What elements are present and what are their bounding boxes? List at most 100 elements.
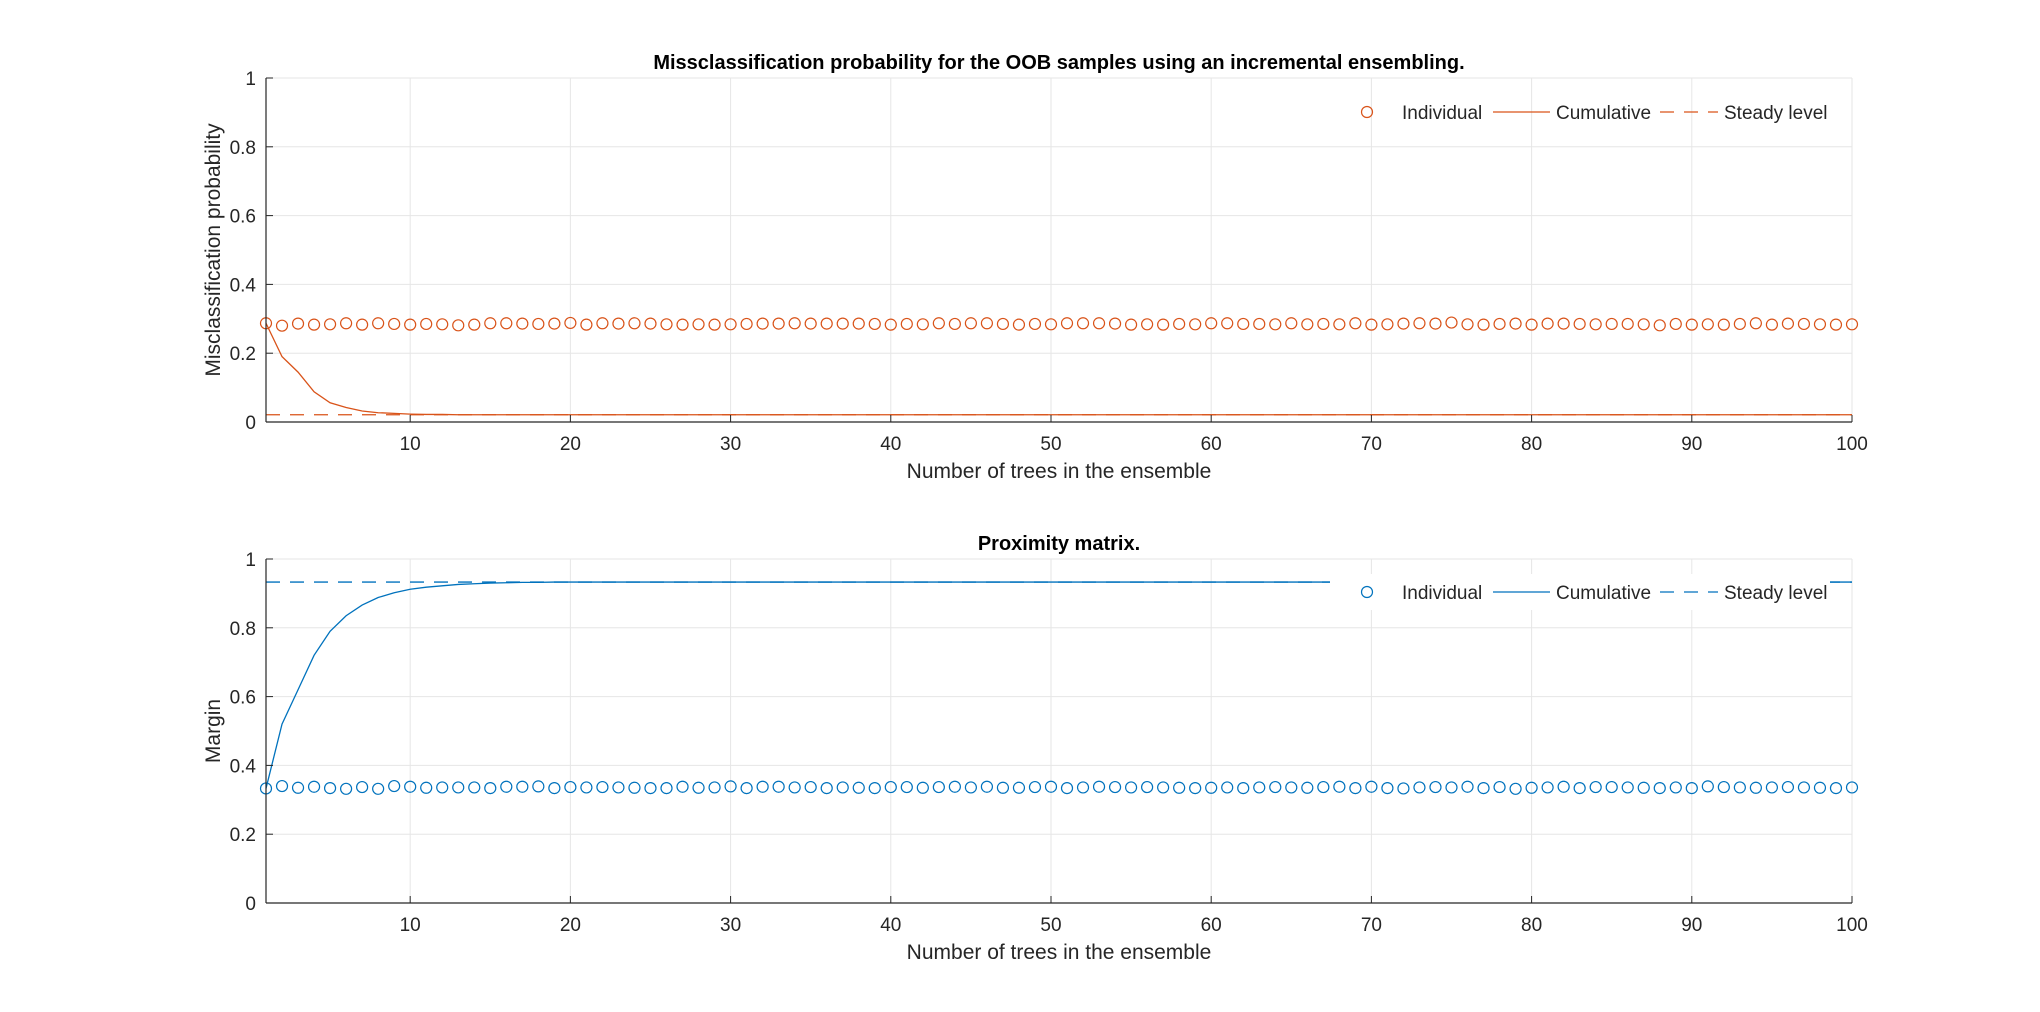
data-point — [1092, 317, 1106, 330]
data-point — [660, 318, 673, 331]
x-tick-label: 40 — [880, 915, 901, 936]
data-point — [804, 317, 817, 330]
data-point — [612, 781, 625, 794]
data-point — [1525, 781, 1538, 794]
data-point — [1653, 782, 1666, 795]
x-tick-label: 40 — [880, 434, 901, 455]
data-point — [1205, 317, 1218, 330]
data-point — [307, 318, 321, 331]
legend-label-steady-level: Steady level — [1724, 583, 1828, 604]
data-point — [1717, 780, 1730, 794]
data-point — [484, 317, 497, 330]
data-point — [1365, 780, 1378, 793]
x-axis-label: Number of trees in the ensemble — [907, 460, 1212, 483]
data-point — [660, 782, 673, 795]
data-point — [1685, 318, 1698, 331]
data-point — [548, 317, 561, 330]
data-point — [1381, 318, 1394, 331]
x-tick-label: 10 — [400, 915, 421, 936]
data-point — [1189, 318, 1202, 331]
data-point — [1429, 317, 1442, 330]
data-point — [612, 317, 625, 330]
data-point — [1012, 318, 1026, 331]
x-tick-label: 100 — [1836, 434, 1868, 455]
data-point — [596, 780, 609, 794]
data-point — [532, 780, 545, 793]
data-point — [1749, 781, 1762, 794]
data-point — [1108, 317, 1122, 330]
data-point — [1301, 318, 1314, 331]
y-tick-label: 0.8 — [230, 619, 256, 640]
data-point — [1733, 317, 1746, 331]
data-point — [852, 317, 865, 330]
data-point — [1269, 318, 1282, 331]
x-tick-label: 90 — [1681, 434, 1702, 455]
data-point — [1269, 780, 1282, 794]
data-point — [1237, 317, 1250, 331]
data-point — [1605, 780, 1618, 794]
data-point — [1477, 318, 1490, 331]
data-point — [1028, 317, 1042, 331]
y-axis-label: Misclassification probability — [202, 123, 225, 377]
x-tick-label: 70 — [1361, 434, 1382, 455]
data-point — [307, 780, 321, 793]
data-point — [291, 317, 305, 330]
data-point — [564, 780, 577, 794]
x-tick-label: 10 — [400, 434, 421, 455]
data-point — [1044, 780, 1058, 793]
legend-marker-individual — [1360, 585, 1374, 599]
x-tick-label: 30 — [720, 915, 741, 936]
data-point — [644, 317, 657, 330]
legend: Individual Cumulative Steady level — [1360, 103, 1828, 124]
data-point — [1557, 317, 1570, 330]
data-point — [1317, 317, 1330, 331]
data-point — [1621, 781, 1634, 794]
x-tick-label: 20 — [560, 915, 581, 936]
y-tick-label: 0.2 — [230, 825, 256, 846]
data-point — [756, 317, 769, 330]
data-point — [948, 317, 961, 331]
data-point — [291, 781, 305, 794]
data-point — [1173, 781, 1186, 794]
data-point — [1076, 317, 1090, 330]
x-tick-label: 60 — [1201, 434, 1222, 455]
data-point — [1221, 317, 1234, 330]
data-point — [1797, 781, 1811, 794]
data-point — [884, 318, 897, 331]
y-tick-label: 0.8 — [230, 138, 256, 159]
data-point — [1253, 781, 1266, 794]
legend-label-individual: Individual — [1402, 583, 1482, 604]
data-point — [468, 318, 481, 331]
data-point — [788, 781, 801, 794]
x-tick-label: 50 — [1040, 434, 1061, 455]
data-point — [692, 781, 705, 794]
data-point — [1124, 781, 1138, 794]
data-point — [1060, 782, 1074, 795]
data-point — [1413, 317, 1426, 330]
data-point — [1285, 781, 1298, 794]
data-point — [1765, 318, 1778, 331]
data-point — [1717, 318, 1730, 331]
y-tick-label: 0.6 — [230, 688, 256, 709]
x-tick-label: 90 — [1681, 915, 1702, 936]
cumulative-line — [265, 322, 1852, 416]
data-point — [1076, 781, 1090, 794]
data-point — [1157, 318, 1170, 331]
y-tick-label: 0.2 — [230, 344, 256, 365]
data-point — [580, 781, 593, 794]
data-point — [1365, 318, 1378, 331]
data-point — [1461, 318, 1474, 331]
data-point — [500, 780, 513, 793]
data-point — [1541, 781, 1554, 794]
data-point — [1333, 780, 1346, 793]
data-point — [388, 779, 401, 793]
data-point — [356, 318, 369, 331]
data-point — [1253, 317, 1266, 331]
data-point — [340, 782, 353, 795]
x-axis-label: Number of trees in the ensemble — [907, 941, 1212, 964]
data-point — [372, 782, 385, 795]
data-point — [1589, 780, 1602, 794]
legend-background — [1330, 574, 1830, 610]
data-point — [356, 780, 369, 794]
